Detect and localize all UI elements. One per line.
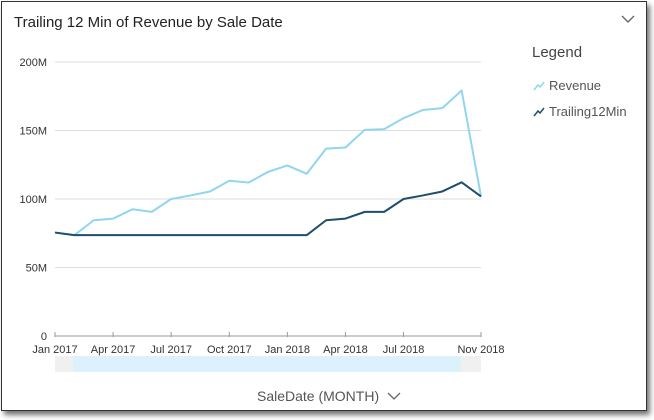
legend-label: Trailing12Min: [549, 104, 627, 119]
x-axis-title: SaleDate (MONTH): [2, 388, 654, 404]
chart-title: Trailing 12 Min of Revenue by Sale Date: [14, 14, 283, 31]
legend-label: Revenue: [549, 78, 602, 93]
chevron-down-icon[interactable]: [620, 12, 636, 26]
visual-card: Trailing 12 Min of Revenue by Sale Date …: [1, 1, 647, 411]
legend-item-trailing12min[interactable]: Trailing12Min: [533, 104, 627, 119]
x-field-dropdown[interactable]: SaleDate (MONTH): [257, 388, 401, 404]
x-field-label: SaleDate (MONTH): [256, 388, 380, 404]
legend-title: Legend: [532, 44, 583, 61]
chevron-down-icon: [387, 392, 401, 400]
line-series-icon: [533, 107, 545, 116]
line-series-icon: [533, 81, 545, 90]
legend-item-revenue[interactable]: Revenue: [533, 78, 601, 93]
